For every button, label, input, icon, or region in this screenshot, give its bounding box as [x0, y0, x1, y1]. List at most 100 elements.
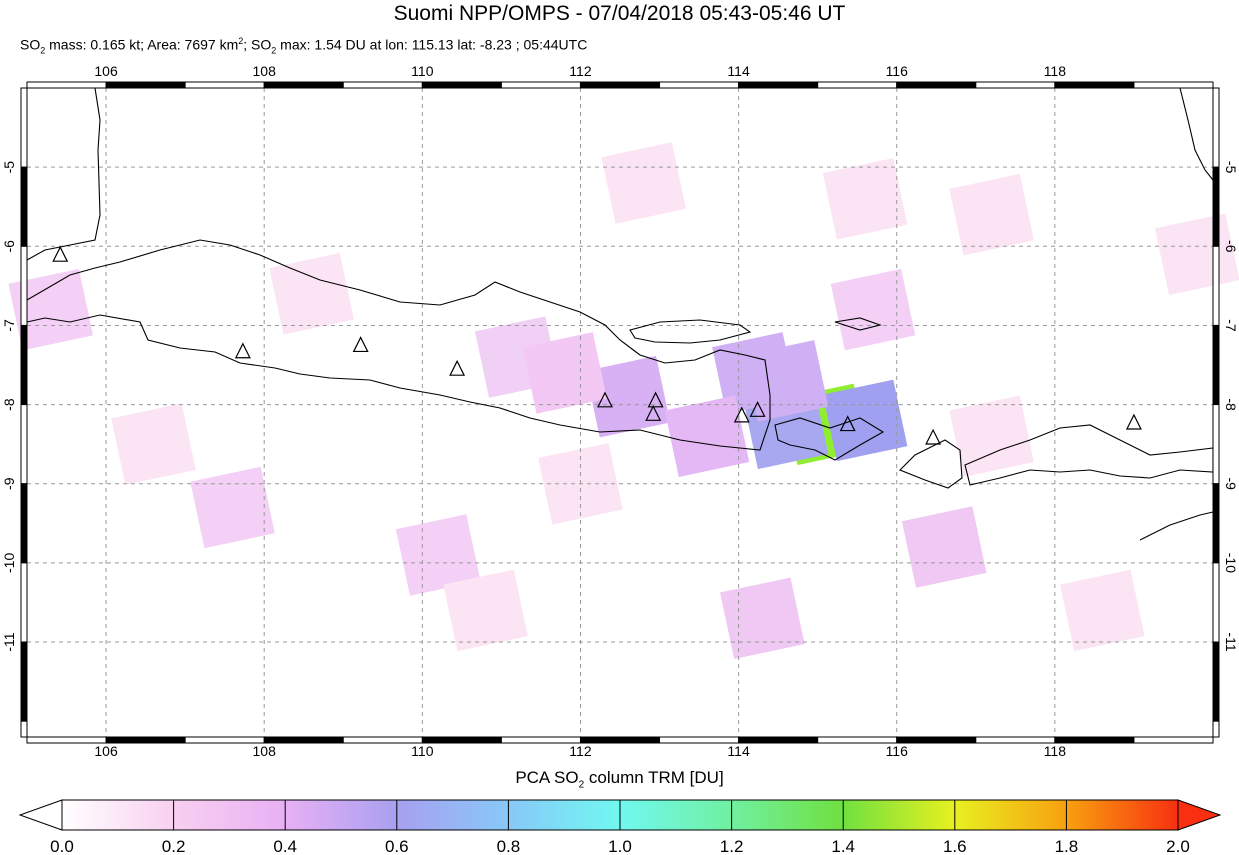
so2-pixel: [190, 466, 275, 549]
frame-bar-segment: [659, 81, 740, 89]
lon-tick-bottom: 108: [253, 743, 277, 759]
frame-bar-segment: [738, 736, 819, 744]
volcano-icon: [647, 391, 664, 408]
coast-borneo: [1179, 87, 1214, 181]
frame-bars: [20, 81, 1220, 744]
lat-tick-right: -5: [1223, 161, 1239, 174]
frame-bar-segment: [1212, 324, 1220, 406]
frame-bar-segment: [1133, 736, 1214, 744]
lat-tick-left: -9: [1, 477, 17, 490]
frame-bar-segment: [1212, 166, 1220, 247]
volcano-icon: [749, 400, 766, 417]
frame-bar-segment: [1212, 404, 1220, 485]
frame-bar-segment: [105, 736, 186, 744]
lat-tick-left: -11: [1, 632, 17, 651]
lon-tick-bottom: 112: [569, 743, 592, 759]
so2-pixel: [720, 577, 805, 660]
lon-tick-top: 106: [94, 63, 118, 79]
frame-bar-segment: [1133, 81, 1214, 89]
frame-bar-segment: [738, 81, 819, 89]
frame-bar-segment: [26, 81, 107, 89]
coast-kangean: [834, 317, 882, 331]
frame-bar-segment: [20, 562, 28, 643]
lat-tick-left: -6: [1, 240, 17, 253]
frame-bar-segment: [421, 736, 502, 744]
frame-bar-segment: [20, 87, 28, 168]
lon-tick-top: 110: [411, 63, 434, 79]
so2-pixel: [522, 332, 607, 414]
colorbar-tick-label: 0.8: [497, 837, 521, 855]
so2-pixel: [1154, 213, 1239, 295]
so2-pixel: [443, 569, 528, 652]
so2-pixel: [8, 268, 94, 351]
colorbar-tick-label: 0.6: [385, 837, 409, 855]
so2-pixel: [830, 268, 916, 351]
lon-tick-bottom: 116: [886, 743, 909, 759]
volcano-icon: [925, 428, 942, 445]
frame-bar-segment: [500, 81, 581, 89]
lon-tick-top: 108: [253, 63, 277, 79]
frame-bar-segment: [1212, 641, 1220, 722]
frame-bar-segment: [579, 736, 661, 744]
colorbar-tick-label: 1.0: [608, 837, 632, 855]
lat-tick-right: -10: [1223, 553, 1239, 573]
so2-pixel: [901, 506, 987, 588]
map-subtitle: SO2 mass: 0.165 kt; Area: 7697 km2; SO2 …: [20, 36, 588, 56]
frame-bar-segment: [342, 81, 423, 89]
frame-bar-segment: [184, 81, 265, 89]
coast-sumba-flores: [1139, 511, 1214, 541]
lon-tick-top: 114: [727, 63, 750, 79]
colorbar-tick-label: 1.2: [720, 837, 744, 855]
lat-tick-left: -8: [1, 398, 17, 411]
frame-bar-segment: [263, 736, 344, 744]
lon-tick-bottom: 114: [727, 743, 750, 759]
so2-pixel: [949, 173, 1034, 256]
lon-tick-top: 112: [569, 63, 592, 79]
so2-pixel: [949, 395, 1034, 477]
frame-bar-segment: [1212, 720, 1220, 738]
frame-bar-segment: [1054, 736, 1135, 744]
so2-pixel: [395, 514, 481, 596]
lon-tick-top: 116: [886, 63, 909, 79]
frame-bar-segment: [20, 166, 28, 247]
colorbar-tick-label: 0.4: [273, 837, 297, 855]
colorbar-title: PCA SO2 column TRM [DU]: [515, 768, 724, 791]
frame-bar-segment: [20, 404, 28, 485]
frame-bar-segment: [20, 720, 28, 738]
colorbar-tick-label: 1.6: [943, 837, 967, 855]
frame-bar-segment: [975, 81, 1056, 89]
colorbar-tick-label: 2.0: [1166, 837, 1190, 855]
so2-pixel: [601, 142, 687, 224]
lon-tick-bottom: 106: [94, 743, 118, 759]
frame-bar-segment: [1212, 87, 1220, 168]
frame-bar-segment: [20, 245, 28, 326]
volcano-icon: [52, 245, 69, 262]
lat-tick-right: -6: [1223, 240, 1239, 253]
frame-bar-segment: [817, 81, 898, 89]
colorbar: 0.0 0.2 0.4 0.6 0.8 1.0 1.2 1.4 1.6 1.8 2.0: [18, 799, 1222, 855]
frame-bar-segment: [263, 81, 344, 89]
volcano-markers: [52, 245, 1142, 445]
so2-pixel: [1060, 569, 1145, 652]
frame-bar-segment: [579, 81, 661, 89]
coast-bali: [774, 417, 885, 461]
axis-tick-labels: 106 106 108 108 110 110 112 112 114 114 116 116 118 1…: [1, 63, 1239, 759]
coast-sumatra: [26, 87, 101, 261]
frame-bar-segment: [1212, 562, 1220, 643]
frame-bar-segment: [20, 641, 28, 722]
coast-lombok: [899, 439, 963, 489]
lat-tick-left: -10: [1, 553, 17, 573]
lon-tick-bottom: 118: [1044, 743, 1067, 759]
lat-tick-right: -8: [1223, 398, 1239, 411]
grid-lines: [27, 88, 1213, 737]
coast-java: [26, 239, 771, 451]
frame-bar-segment: [1054, 81, 1135, 89]
so2-pixel: [269, 253, 354, 335]
volcano-icon: [733, 406, 750, 423]
colorbar-tick-label: 1.4: [831, 837, 855, 855]
volcano-icon: [1125, 413, 1142, 430]
lat-tick-left: -7: [1, 319, 17, 332]
colorbar-tick-label: 0.2: [162, 837, 186, 855]
frame-bar-segment: [105, 81, 186, 89]
colorbar-tick-label: 1.8: [1055, 837, 1079, 855]
